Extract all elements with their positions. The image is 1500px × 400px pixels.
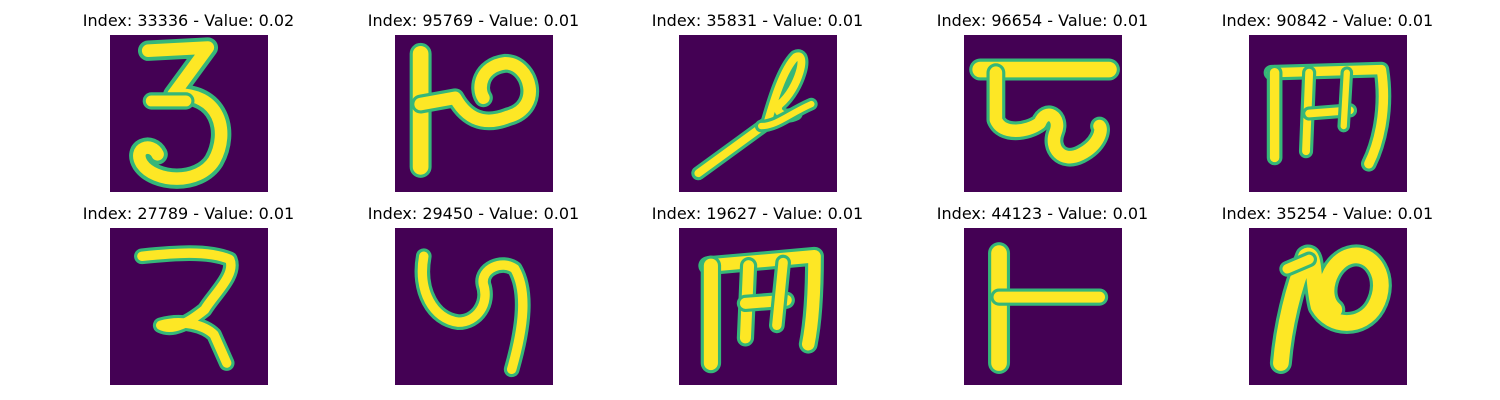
glyph-y-like-image — [414, 248, 531, 378]
digit-image — [964, 228, 1122, 385]
panel-1: Index: 33336 - Value: 0.02 — [46, 0, 331, 192]
panel-10: Index: 35254 - Value: 0.01 — [1185, 193, 1470, 385]
panel-3: Index: 35831 - Value: 0.01 — [615, 0, 900, 192]
panel-title: Index: 35831 - Value: 0.01 — [651, 11, 864, 30]
panel-title: Index: 90842 - Value: 0.01 — [1221, 11, 1434, 30]
digit-image — [110, 35, 268, 192]
digit-image — [1249, 35, 1407, 192]
digit-image — [110, 228, 268, 385]
digit-image — [679, 35, 837, 192]
panel-title: Index: 19627 - Value: 0.01 — [651, 204, 864, 223]
glyph-slant-loop-image — [691, 49, 818, 181]
glyph-m-like-image — [1263, 61, 1392, 172]
panel-title: Index: 29450 - Value: 0.01 — [367, 204, 580, 223]
panel-6: Index: 27789 - Value: 0.01 — [46, 193, 331, 385]
glyph-p-like-image — [1269, 244, 1392, 375]
panel-title: Index: 33336 - Value: 0.02 — [82, 11, 295, 30]
digit-image — [395, 228, 553, 385]
panel-7: Index: 29450 - Value: 0.01 — [331, 193, 616, 385]
digit-image — [964, 35, 1122, 192]
glyph-r-like-image — [134, 245, 239, 371]
digit-image — [1249, 228, 1407, 385]
panel-title: Index: 35254 - Value: 0.01 — [1221, 204, 1434, 223]
digit-image — [679, 228, 837, 385]
panel-title: Index: 44123 - Value: 0.01 — [936, 204, 1149, 223]
glyph-m-like-2-image — [698, 246, 824, 374]
panel-title: Index: 27789 - Value: 0.01 — [82, 204, 295, 223]
panel-4: Index: 96654 - Value: 0.01 — [900, 0, 1185, 192]
panel-title: Index: 95769 - Value: 0.01 — [367, 11, 580, 30]
glyph-bar-loop-image — [969, 58, 1120, 167]
panel-2: Index: 95769 - Value: 0.01 — [331, 0, 616, 192]
glyph-t-like-image — [988, 242, 1109, 375]
glyph-hook-p-image — [409, 42, 540, 178]
glyph-3-image — [129, 37, 232, 189]
digit-image — [395, 35, 553, 192]
panel-8: Index: 19627 - Value: 0.01 — [615, 193, 900, 385]
panel-9: Index: 44123 - Value: 0.01 — [900, 193, 1185, 385]
panel-5: Index: 90842 - Value: 0.01 — [1185, 0, 1470, 192]
panel-title: Index: 96654 - Value: 0.01 — [936, 11, 1149, 30]
